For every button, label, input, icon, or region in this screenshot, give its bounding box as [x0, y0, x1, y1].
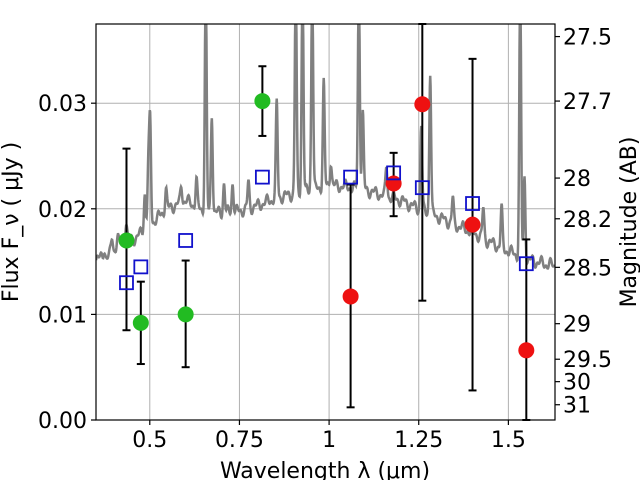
model-square-point — [119, 275, 134, 291]
right-tick-label: 27.5 — [563, 26, 612, 51]
model-square-point — [518, 256, 534, 272]
green-data-point — [177, 306, 194, 323]
sed-model-curve — [96, 24, 555, 270]
y-tick-label: 0.03 — [38, 92, 87, 117]
model-square-point — [414, 180, 430, 196]
x-tick-label: 1.25 — [394, 428, 443, 453]
x-tick-label: 1.5 — [491, 428, 526, 453]
model-square-point — [254, 169, 270, 185]
right-axis-label: Magnitude (AB) — [617, 137, 640, 308]
red-data-point — [342, 288, 359, 305]
right-tick-label: 28.5 — [563, 256, 612, 281]
x-tick-label: 0.5 — [132, 428, 167, 453]
red-data-point — [518, 342, 535, 359]
red-data-point — [464, 216, 481, 233]
green-data-point — [118, 232, 135, 249]
y-tick-label: 0.01 — [38, 303, 87, 328]
right-tick-label: 31 — [563, 394, 591, 419]
red-data-point — [414, 96, 431, 113]
right-tick-label: 28 — [563, 167, 591, 192]
x-axis-label: Wavelength λ (μm) — [220, 459, 430, 480]
model-square-point — [386, 165, 402, 181]
y-tick-label: 0.02 — [38, 198, 87, 223]
model-square-point — [178, 233, 194, 248]
model-square-point — [133, 259, 149, 275]
plot-frame — [95, 23, 556, 421]
sed-curve — [96, 24, 555, 270]
right-tick-label: 28.2 — [563, 208, 612, 233]
model-square-point — [343, 169, 359, 185]
x-tick-label: 0.75 — [215, 428, 264, 453]
x-tick-label: 1 — [322, 428, 336, 453]
axes: 0.5 0.75 1 1.25 1.5 0.00 0.01 0.02 0.03 27.5 27.7 2… — [38, 23, 612, 453]
right-tick-label: 27.7 — [563, 90, 612, 115]
data-points — [118, 23, 535, 421]
right-tick-label: 29 — [563, 313, 591, 338]
green-data-point — [254, 93, 271, 110]
right-tick-label: 30 — [563, 371, 591, 396]
right-tick-label: 29.5 — [563, 348, 612, 373]
model-square-point — [465, 196, 480, 211]
y-axis-label: Flux F_ν ( μJy ) — [0, 142, 24, 302]
axis-labels: Wavelength λ (μm) Flux F_ν ( μJy ) Magni… — [0, 137, 640, 480]
y-tick-label: 0.00 — [38, 409, 87, 434]
green-data-point — [132, 314, 149, 331]
